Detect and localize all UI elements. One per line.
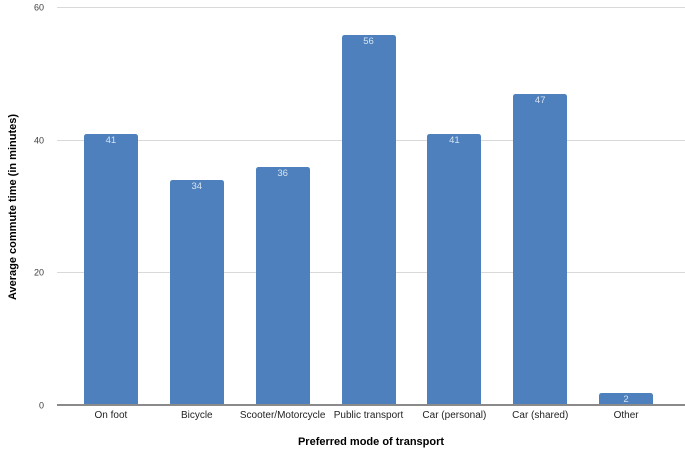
category-labels: On foot Bicycle Scooter/Motorcycle Public t… xyxy=(57,410,685,421)
bar-value-label: 41 xyxy=(449,135,460,147)
bar-scooter-motorcycle: 36 xyxy=(255,167,310,406)
y-tick-label-20: 20 xyxy=(33,267,44,278)
bar-public-transport: 56 xyxy=(341,34,396,406)
bar-value-label: 36 xyxy=(277,168,288,180)
bar-bicycle: 34 xyxy=(169,180,224,406)
x-category-label-scooter-motorcycle: Scooter/Motorcycle xyxy=(239,410,326,421)
y-tick-labels: 0 20 40 60 xyxy=(0,3,50,410)
x-category-label-other: Other xyxy=(613,410,639,421)
bar-slot-scooter-motorcycle: 36 xyxy=(240,8,326,406)
bar-other: 2 xyxy=(599,392,654,406)
x-axis-title: Preferred mode of transport xyxy=(297,436,445,448)
bar-value-label: 34 xyxy=(191,181,203,193)
y-tick-label-40: 40 xyxy=(33,135,44,146)
x-category-label-car-shared: Car (shared) xyxy=(512,410,569,421)
x-category-label-public-transport: Public transport xyxy=(333,410,404,421)
bar-slot-bicycle: 34 xyxy=(154,8,240,406)
bar-slot-public-transport: 56 xyxy=(326,8,412,406)
bar-slot-other: 2 xyxy=(583,8,669,406)
bar-on-foot: 41 xyxy=(83,134,138,406)
x-axis-line xyxy=(57,404,685,406)
bar-car-shared: 47 xyxy=(513,94,568,406)
bar-car-personal: 41 xyxy=(427,134,482,406)
x-category-label-bicycle: Bicycle xyxy=(180,410,213,421)
bar-value-label: 56 xyxy=(363,35,374,47)
x-category-label-car-personal: Car (personal) xyxy=(422,410,487,421)
bar-value-label: 47 xyxy=(534,95,546,107)
bar-slot-on-foot: 41 xyxy=(68,8,154,406)
y-tick-label-60: 60 xyxy=(33,2,44,13)
bar-value-label: 41 xyxy=(105,135,117,147)
bar-slot-car-personal: 41 xyxy=(411,8,497,406)
y-tick-label-0: 0 xyxy=(38,400,44,411)
x-category-label-on-foot: On foot xyxy=(94,410,128,421)
bars-row: 41 34 36 56 41 47 2 xyxy=(57,8,685,406)
bar-value-label: 2 xyxy=(623,393,629,405)
gridline-60 xyxy=(57,7,685,8)
bar-slot-car-shared: 47 xyxy=(497,8,583,406)
